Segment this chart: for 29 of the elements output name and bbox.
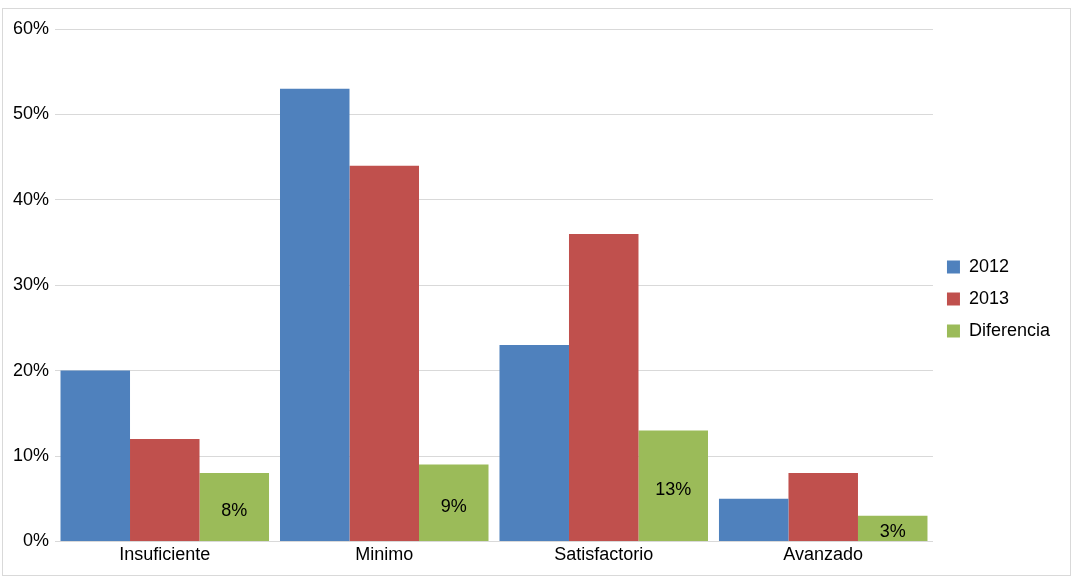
x-tick-label: Avanzado bbox=[783, 544, 864, 565]
y-tick-label: 0% bbox=[23, 530, 50, 551]
bar bbox=[130, 438, 200, 541]
x-tick-label: Satisfactorio bbox=[554, 544, 654, 565]
bar bbox=[280, 88, 350, 541]
bar bbox=[199, 473, 270, 541]
y-tick-label: 50% bbox=[13, 103, 50, 124]
legend-label: Diferencia bbox=[968, 319, 1051, 340]
x-tick-label: Insuficiente bbox=[119, 544, 211, 565]
bar bbox=[788, 473, 858, 541]
y-tick-label: 10% bbox=[13, 444, 50, 465]
x-tick-label: Minimo bbox=[355, 544, 414, 565]
bar bbox=[60, 370, 131, 541]
legend-label: 2012 bbox=[968, 255, 1010, 276]
y-tick-label: 40% bbox=[13, 188, 50, 209]
bar bbox=[349, 165, 420, 541]
data-label: 13% bbox=[655, 478, 692, 499]
bar bbox=[499, 344, 569, 541]
y-tick-label: 20% bbox=[13, 359, 50, 380]
data-label: 3% bbox=[879, 521, 906, 542]
legend-label: 2013 bbox=[968, 287, 1010, 308]
data-label: 8% bbox=[221, 499, 248, 520]
bar bbox=[419, 464, 489, 541]
bar bbox=[568, 233, 639, 541]
bar bbox=[638, 430, 708, 541]
data-label: 9% bbox=[440, 495, 467, 516]
bar bbox=[718, 498, 789, 541]
y-tick-label: 60% bbox=[13, 17, 50, 38]
y-tick-label: 30% bbox=[13, 274, 50, 295]
